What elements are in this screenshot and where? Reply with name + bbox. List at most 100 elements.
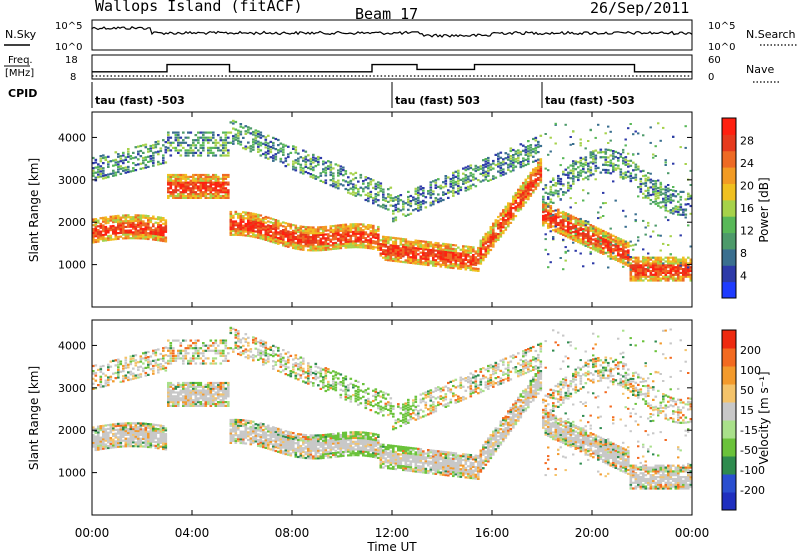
power-cell [425, 246, 428, 248]
power-cell [277, 224, 280, 226]
power-cell [577, 237, 580, 239]
power-cell [247, 126, 250, 128]
power-cell [272, 226, 275, 228]
power-cell [592, 161, 595, 163]
power-cell [100, 168, 103, 170]
power-cell [200, 176, 203, 178]
power-cell [605, 231, 608, 233]
power-cell [545, 238, 547, 240]
power-cell [570, 230, 572, 232]
power-cell [255, 215, 258, 217]
power-cell [625, 161, 628, 163]
velocity-cell [177, 391, 180, 393]
power-cell [557, 175, 560, 177]
power-cell [100, 238, 103, 240]
power-cell [350, 193, 353, 195]
power-cell [670, 257, 673, 259]
power-cell [267, 232, 270, 234]
power-cell [402, 203, 405, 205]
power-cell [600, 236, 603, 238]
power-cell [117, 226, 120, 228]
power-cell [150, 227, 153, 229]
power-cell [667, 195, 670, 197]
power-colorbar-swatch [722, 167, 736, 184]
power-cell [347, 192, 350, 194]
power-cell [362, 237, 365, 239]
power-cell [400, 199, 403, 201]
power-cell [555, 215, 558, 217]
power-cell [330, 164, 333, 166]
power-cell [347, 239, 350, 241]
power-cell [580, 233, 583, 235]
power-cell [512, 199, 515, 201]
power-cell [512, 164, 515, 166]
power-cell [522, 157, 525, 159]
velocity-cell [97, 449, 100, 451]
power-cell [682, 259, 685, 261]
power-cell [305, 239, 308, 241]
power-cell [387, 236, 390, 238]
power-cell [137, 224, 140, 226]
power-cell [630, 272, 633, 274]
velocity-cell [167, 355, 170, 357]
power-cell [617, 245, 620, 247]
power-cell [442, 264, 445, 266]
power-cell [412, 196, 415, 198]
power-cell [640, 180, 643, 182]
power-cell [257, 221, 260, 223]
power-cell [355, 187, 358, 189]
power-cell [592, 173, 595, 175]
power-cell [275, 156, 278, 158]
velocity-cell [97, 447, 100, 449]
power-cell [497, 158, 500, 160]
power-cell [147, 221, 150, 223]
power-cell [612, 239, 615, 241]
power-cell [302, 157, 305, 159]
power-cell [177, 144, 180, 146]
velocity-cell [105, 445, 108, 447]
power-cell [447, 243, 450, 245]
power-cell [387, 259, 390, 261]
power-cell [475, 268, 478, 270]
power-cell [530, 174, 533, 176]
power-cell [362, 235, 365, 237]
power-cell [485, 235, 488, 237]
power-cell [225, 178, 228, 180]
velocity-cell [105, 434, 108, 436]
power-cell [427, 249, 430, 251]
power-cell [672, 270, 675, 272]
power-cell [145, 236, 148, 238]
power-cell [200, 185, 203, 187]
power-cell [322, 171, 325, 173]
power-cell [542, 209, 545, 211]
power-cell [602, 251, 605, 253]
power-cell [502, 219, 505, 221]
power-cell [380, 253, 383, 255]
power-ylabel: Slant Range [km] [27, 158, 41, 262]
power-cell [672, 260, 675, 262]
velocity-cell [175, 405, 178, 407]
power-cell [637, 166, 640, 168]
velocity-cell [95, 439, 98, 441]
power-cell [450, 244, 453, 246]
power-cell [172, 197, 175, 199]
power-cell [585, 220, 587, 222]
power-cell [272, 222, 275, 224]
power-cell [542, 205, 545, 207]
power-cell [312, 167, 315, 169]
power-cell [452, 267, 455, 269]
power-cell [127, 171, 130, 173]
velocity-cell [165, 443, 168, 445]
velocity-cell [115, 377, 118, 379]
power-cell [287, 244, 290, 246]
power-cell [372, 197, 375, 199]
power-cell [112, 215, 115, 217]
power-cell [595, 137, 597, 139]
power-cell [487, 157, 490, 159]
power-cell [245, 234, 248, 236]
power-cell [357, 191, 360, 193]
power-cell [667, 266, 670, 268]
power-cell [605, 159, 608, 161]
velocity-cell [110, 441, 113, 443]
